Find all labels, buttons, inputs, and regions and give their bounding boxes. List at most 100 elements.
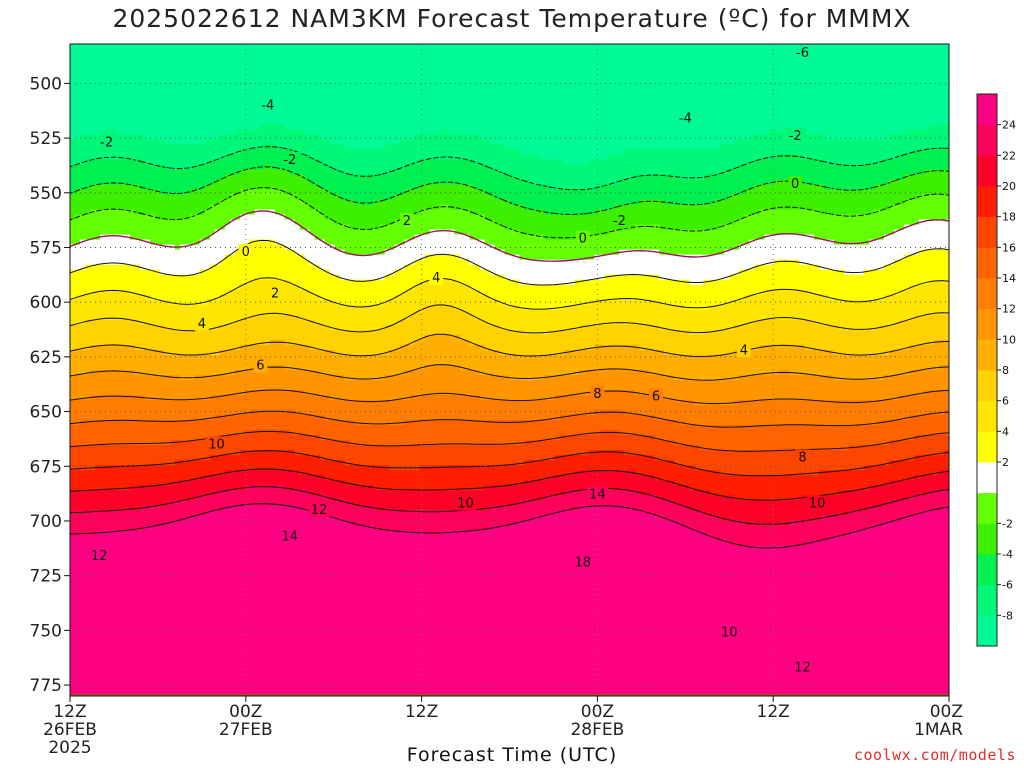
y-tick-label: 750 bbox=[30, 621, 62, 641]
colorbar-tick-label: -4 bbox=[1002, 548, 1013, 561]
x-tick-label: 00Z bbox=[930, 702, 963, 722]
y-tick-label: 575 bbox=[30, 238, 62, 258]
y-tick-label: 775 bbox=[30, 676, 62, 696]
colorbar-swatch bbox=[977, 155, 997, 187]
colorbar-swatch bbox=[977, 216, 997, 248]
contour-label: -2 bbox=[613, 214, 626, 229]
contour-label: 10 bbox=[809, 496, 826, 511]
colorbar-swatch bbox=[977, 308, 997, 340]
contour-label: 10 bbox=[457, 496, 474, 511]
contour-label: 4 bbox=[198, 317, 206, 332]
contour-label: -2 bbox=[789, 129, 802, 144]
colorbar-tick-label: 12 bbox=[1002, 303, 1016, 316]
contour-4 bbox=[70, 277, 949, 310]
colorbar-swatch bbox=[977, 186, 997, 218]
contour-label-bg bbox=[429, 270, 444, 286]
colorbar-swatch bbox=[977, 124, 997, 156]
x-tick-label: 00Z bbox=[581, 702, 614, 722]
grid-lines bbox=[70, 44, 949, 696]
credit-text: coolwx.com/models bbox=[854, 746, 1016, 764]
contour-label: 2 bbox=[271, 286, 279, 301]
contour-label-bg bbox=[399, 213, 414, 229]
contour-label: 4 bbox=[432, 271, 440, 286]
contour-label: 10 bbox=[208, 437, 225, 452]
contour-label: 12 bbox=[794, 661, 811, 676]
contour-label: -6 bbox=[796, 46, 809, 61]
y-tick-label: 700 bbox=[30, 512, 62, 532]
x-tick-label: 2025 bbox=[48, 738, 91, 758]
contour-label-bg bbox=[806, 495, 828, 511]
colorbar-swatch bbox=[977, 615, 997, 647]
contour-label: 12 bbox=[91, 549, 108, 564]
contour-label: 4 bbox=[740, 343, 748, 358]
x-tick-label: 12Z bbox=[405, 702, 438, 722]
contour-label-bg bbox=[649, 388, 663, 404]
colorbar-swatch bbox=[977, 554, 997, 586]
contour-label-bg bbox=[590, 386, 605, 402]
colorbar-swatch bbox=[977, 492, 997, 524]
contour-label-bg bbox=[792, 659, 813, 675]
contour-label-bg bbox=[795, 449, 810, 465]
y-tick-label: 525 bbox=[30, 129, 62, 149]
contour-14 bbox=[70, 410, 949, 428]
contour-label-bg bbox=[268, 285, 283, 301]
x-tick-label: 26FEB bbox=[43, 720, 97, 740]
contour-22 bbox=[70, 486, 949, 525]
x-tick-label: 00Z bbox=[229, 702, 262, 722]
contour-label-bg bbox=[788, 176, 803, 192]
colorbar-tick-label: 2 bbox=[1002, 456, 1009, 469]
colorbar-swatch bbox=[977, 370, 997, 402]
x-tick-label: 27FEB bbox=[219, 720, 273, 740]
colorbar-tick-label: 18 bbox=[1002, 211, 1016, 224]
contour--6 bbox=[70, 146, 949, 191]
colorbar-swatch bbox=[977, 584, 997, 616]
colorbar-swatch bbox=[977, 247, 997, 279]
contour-label-bg bbox=[96, 134, 118, 150]
colorbar-tick-label: -6 bbox=[1002, 579, 1013, 592]
contour-label-bg bbox=[279, 151, 301, 167]
x-tick-label: 28FEB bbox=[570, 720, 624, 740]
contour-label: -4 bbox=[261, 98, 274, 113]
contour-label-bg bbox=[279, 528, 301, 544]
contour-label: 8 bbox=[798, 451, 806, 466]
contour-label: -2 bbox=[283, 153, 296, 168]
contour-label-bg bbox=[238, 243, 253, 259]
colorbar-tick-label: 4 bbox=[1002, 425, 1009, 438]
terrain-fill bbox=[70, 693, 949, 696]
contour-label-bg bbox=[572, 554, 594, 570]
colorbar-tick-label: 10 bbox=[1002, 333, 1016, 346]
contour-label: -4 bbox=[679, 111, 692, 126]
colorbar: 24 22 20 18 16 14 12 10 8 6 4 2 -2 -4 -6 -8 bbox=[976, 93, 1016, 647]
temperature-field bbox=[70, 44, 949, 696]
y-tick-label: 600 bbox=[30, 293, 62, 313]
contour-18 bbox=[70, 450, 949, 477]
x-axis-label: Forecast Time (UTC) bbox=[0, 744, 1024, 766]
contour-label-bg bbox=[253, 357, 268, 373]
contour-label: 14 bbox=[589, 488, 606, 503]
contour-label-bg bbox=[608, 213, 630, 229]
contour-20 bbox=[70, 468, 949, 501]
y-tick-label: 500 bbox=[30, 74, 62, 94]
colorbar-swatch bbox=[977, 94, 997, 126]
contour-0 bbox=[70, 210, 949, 262]
y-tick-label: 675 bbox=[30, 457, 62, 477]
contour-label: 6 bbox=[256, 359, 264, 374]
contour--4 bbox=[70, 166, 949, 215]
contour-label: 0 bbox=[791, 177, 799, 192]
x-tick-label: 1MAR bbox=[914, 720, 963, 740]
contour-label-bg bbox=[194, 316, 209, 332]
contour-label: 2 bbox=[403, 214, 411, 229]
contour-label-bg bbox=[575, 230, 590, 246]
colorbar-tick-label: -2 bbox=[1002, 517, 1013, 530]
colorbar-tick-label: 8 bbox=[1002, 364, 1009, 377]
y-tick-label: 550 bbox=[30, 184, 62, 204]
contour-label-bg bbox=[308, 502, 330, 518]
contour-label: 6 bbox=[652, 389, 660, 404]
contour-24 bbox=[70, 503, 949, 549]
x-tick-label: 12Z bbox=[757, 702, 790, 722]
contour-label: 0 bbox=[579, 232, 587, 247]
contour-label: 18 bbox=[574, 556, 591, 571]
chart-title: 2025022612 NAM3KM Forecast Temperature (… bbox=[0, 4, 1024, 33]
